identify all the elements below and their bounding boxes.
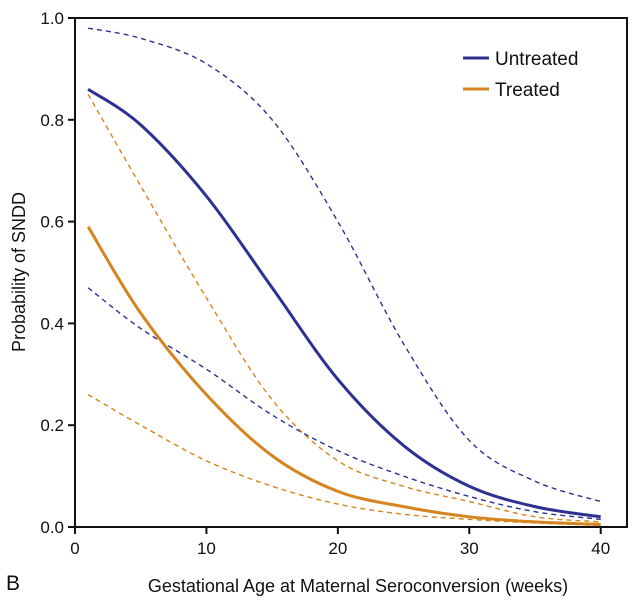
y-tick-label: 0.2	[40, 416, 64, 435]
y-tick-label: 0.0	[40, 518, 64, 537]
legend-label-untreated: Untreated	[495, 49, 578, 70]
plot-frame	[74, 17, 628, 528]
treated-upper-ci-line	[87, 94, 601, 523]
legend-label-treated: Treated	[495, 80, 560, 101]
legend: Untreated Treated	[463, 49, 578, 101]
untreated-upper-ci-line	[88, 27, 601, 503]
untreated-lower-ci-line	[87, 287, 601, 521]
y-tick-label: 1.0	[40, 9, 64, 28]
series-layer	[86, 27, 601, 527]
x-axis-title: Gestational Age at Maternal Seroconversi…	[148, 576, 568, 596]
x-tick-label: 10	[197, 539, 216, 558]
x-tick-label: 20	[328, 539, 347, 558]
treated-lower-ci-line	[87, 394, 601, 527]
x-tick-label: 40	[591, 539, 610, 558]
untreated-estimate-line	[87, 88, 601, 519]
y-tick-label: 0.6	[40, 213, 64, 232]
treated-estimate-line	[86, 225, 601, 526]
x-tick-label: 0	[70, 539, 79, 558]
x-tick-label: 30	[460, 539, 479, 558]
y-tick-label: 0.4	[40, 314, 64, 333]
axes: 0 10 20 30 40 0.0 0.2 0.4 0.6 0.8 1.0	[40, 9, 628, 558]
panel-label: B	[6, 572, 20, 595]
y-axis-title: Probability of SNDD	[9, 192, 29, 352]
y-tick-label: 0.8	[40, 111, 64, 130]
